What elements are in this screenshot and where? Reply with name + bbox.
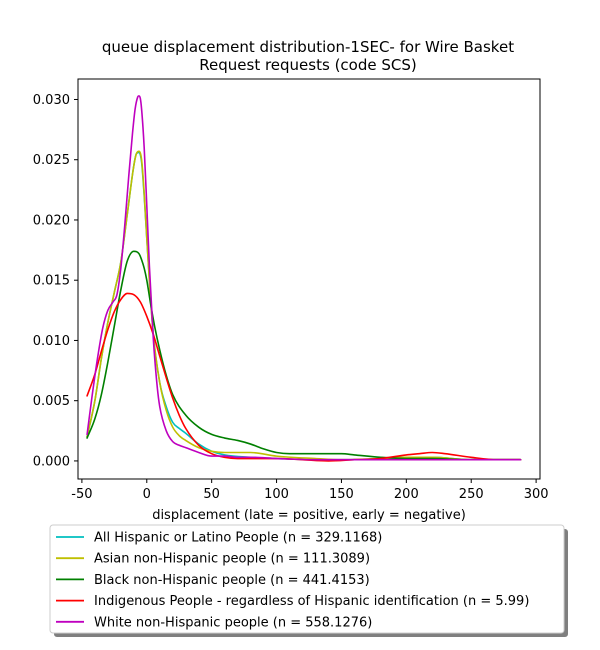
series-line-black <box>86 250 522 461</box>
series-lines <box>86 95 522 462</box>
legend-label: Black non-Hispanic people (n = 441.4153) <box>94 573 370 588</box>
legend-label: Indigenous People - regardless of Hispan… <box>94 594 529 609</box>
legend: All Hispanic or Latino People (n = 329.1… <box>49 524 568 637</box>
x-tick-label: 150 <box>329 487 354 502</box>
series-line-indigenous <box>86 292 522 462</box>
y-tick-label: 0.015 <box>33 274 70 289</box>
x-axis: -50 0 50 100 150 200 250 300 <box>71 479 549 502</box>
y-tick-label: 0.000 <box>33 454 70 469</box>
legend-label: All Hispanic or Latino People (n = 329.1… <box>94 531 382 546</box>
x-tick-label: -50 <box>71 487 92 502</box>
chart-title-line-2: Request requests (code SCS) <box>199 56 416 74</box>
series-line-white <box>86 95 522 461</box>
legend-label: White non-Hispanic people (n = 558.1276) <box>94 615 372 630</box>
legend-box <box>49 524 565 634</box>
plot-frame <box>77 78 541 480</box>
x-tick-label: 100 <box>264 487 289 502</box>
y-axis: 0.000 0.005 0.010 0.015 0.020 0.025 0.030 <box>33 93 78 469</box>
x-tick-label: 250 <box>459 487 484 502</box>
y-tick-label: 0.030 <box>33 93 70 108</box>
y-tick-label: 0.005 <box>33 394 70 409</box>
y-tick-label: 0.020 <box>33 213 70 228</box>
x-tick-label: 200 <box>394 487 419 502</box>
x-tick-label: 300 <box>524 487 549 502</box>
x-tick-label: 0 <box>143 487 151 502</box>
x-axis-label: displacement (late = positive, early = n… <box>152 508 466 523</box>
plot-area: -50 0 50 100 150 200 250 300 0.0000.0050.0100.0… <box>33 78 549 502</box>
x-tick-label: 50 <box>203 487 220 502</box>
y-tick-label: 0.010 <box>33 334 70 349</box>
y-tick-label: 0.025 <box>33 153 70 168</box>
chart-title-line-1: queue displacement distribution-1SEC- fo… <box>102 38 514 56</box>
legend-label: Asian non-Hispanic people (n = 111.3089) <box>94 552 370 567</box>
